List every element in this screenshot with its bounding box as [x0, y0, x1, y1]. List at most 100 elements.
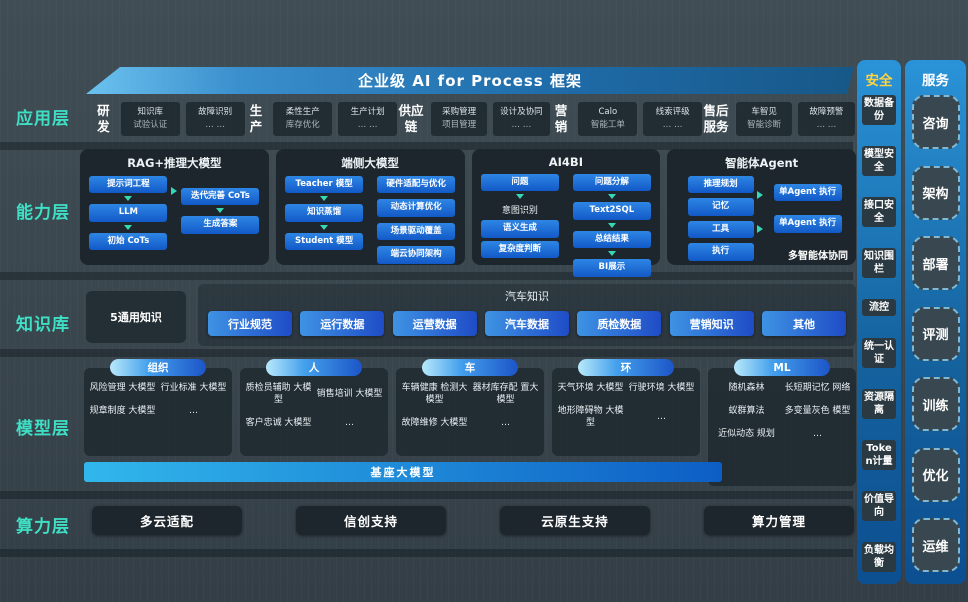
flow-node: 初始 CoTs — [89, 232, 168, 251]
app-box: 生产计划 … … — [338, 102, 398, 136]
knowledge-pill: 其他 — [761, 311, 846, 336]
knowledge-pill: 汽车数据 — [484, 311, 569, 336]
app-group-label: 售后服务 — [703, 103, 729, 134]
app-box-line: 项目管理 — [442, 120, 477, 130]
knowledge-pill: 运行数据 — [300, 311, 385, 336]
app-box-line: 试验认证 — [133, 120, 168, 130]
layer-label-capability: 能力层 — [16, 203, 70, 223]
flow-node: 端云协同架构 — [377, 246, 456, 264]
flow-node: Teacher 模型 — [285, 176, 364, 194]
model-group-environment: 环 天气环境 大模型 行驶环境 大模型 地形障碍物 大模型 … — [552, 359, 700, 456]
model-item: 客户忠诚 大模型 — [245, 418, 312, 429]
layer-divider — [0, 349, 853, 357]
layer-label-compute: 算力层 — [16, 517, 70, 537]
knowledge-pill: 运营数据 — [392, 311, 477, 336]
model-group-pill: 环 — [578, 359, 674, 376]
app-box-line: 智能工单 — [590, 120, 625, 130]
service-items: 咨询 架构 部署 评测 训练 优化 运维 — [905, 95, 966, 572]
model-item: 长短期记忆 网络 — [784, 383, 851, 393]
model-item: … — [657, 412, 666, 423]
model-item: 行驶环境 大模型 — [628, 383, 695, 393]
model-item: 近似动态 规划 — [718, 429, 775, 440]
flow-node: LLM — [89, 204, 168, 222]
model-item: 蚁群算法 — [728, 406, 765, 417]
flow-node: 动态计算优化 — [377, 199, 456, 217]
flow-column-right: 迭代完善 CoTs 生成答案 — [180, 188, 260, 250]
flow-text: 意图识别 — [501, 206, 538, 217]
multi-agent-caption: 多智能体协同 — [788, 251, 848, 262]
arrow-down-icon — [320, 224, 329, 230]
app-box-line: 库存优化 — [285, 120, 320, 130]
layer-label-model: 模型层 — [16, 419, 70, 439]
compute-item: 多云适配 — [92, 506, 242, 535]
flow-column-left: 提示词工程 LLM 初始 CoTs — [88, 176, 168, 251]
panel-title: 端侧大模型 — [341, 156, 399, 170]
security-item: Token计量 — [862, 439, 896, 470]
panel-edge-model: 端侧大模型 Teacher 模型 知识蒸馏 Student 模型 硬件适配与优化… — [275, 149, 465, 265]
app-box: Calo 智能工单 — [578, 102, 638, 136]
app-group-marketing: 营销 Calo 智能工单 线索评级 … … — [550, 102, 703, 136]
app-group-label: 供应链 — [398, 103, 424, 134]
service-rail: 服务 咨询 架构 部署 评测 训练 优化 运维 — [905, 60, 966, 584]
model-group-pill: 组织 — [110, 359, 206, 376]
panel-ai4bi: AI4BI 问题 意图识别 语义生成 复杂度判断 问题分解 Text2SQL 总… — [471, 149, 661, 277]
layer-divider — [0, 549, 853, 557]
service-item: 优化 — [911, 447, 960, 502]
flow-columns: 推理规划 记忆 工具 执行 单Agent 执行 单Agent 执行 — [675, 176, 848, 261]
service-item: 训练 — [911, 377, 960, 431]
model-item: … — [501, 418, 510, 429]
app-box-line: Calo — [598, 106, 618, 117]
panel-title: 智能体Agent — [725, 156, 799, 170]
model-group-person: 人 质检员辅助 大模型 销售培训 大模型 客户忠诚 大模型 … — [240, 359, 388, 456]
knowledge-pill: 质检数据 — [577, 311, 662, 336]
security-item: 资源隔离 — [862, 388, 896, 419]
security-item: 流控 — [862, 299, 896, 317]
app-group-rnd: 研发 知识库 试验认证 故障识别 … … — [92, 102, 245, 136]
model-group-vehicle: 车 车辆健康 检测大模型 器材库存配 置大模型 故障维修 大模型 … — [396, 359, 544, 456]
layer-divider — [0, 272, 853, 280]
model-group-organization: 组织 风险管理 大模型 行业标准 大模型 规章制度 大模型 … — [84, 359, 232, 456]
flow-node: 生成答案 — [181, 216, 260, 234]
model-item: 天气环境 大模型 — [557, 383, 624, 393]
service-item: 部署 — [911, 236, 960, 290]
model-item: 质检员辅助 大模型 — [245, 383, 312, 406]
knowledge-pill: 行业规范 — [208, 311, 292, 336]
app-box-line: … … — [662, 120, 683, 130]
knowledge-pill: 营销知识 — [669, 311, 754, 336]
app-box-line: 车智见 — [751, 106, 777, 117]
model-group-box: 质检员辅助 大模型 销售培训 大模型 客户忠诚 大模型 … — [240, 368, 388, 456]
service-item: 评测 — [911, 306, 960, 361]
arrow-down-icon — [515, 194, 524, 200]
flow-node: 总结结果 — [572, 230, 651, 249]
arrow-down-icon — [607, 222, 616, 228]
app-box-line: … … — [511, 120, 532, 130]
model-item: 多变量灰色 模型 — [784, 406, 851, 417]
application-layer-row: 研发 知识库 试验认证 故障识别 … … 生产 柔性生产 库存优化 生产计划 …… — [92, 95, 855, 143]
app-box: 故障识别 … … — [185, 102, 245, 136]
model-group-box: 天气环境 大模型 行驶环境 大模型 地形障碍物 大模型 … — [552, 368, 700, 456]
model-group-pill: 车 — [422, 359, 518, 376]
app-box: 设计及协同 … … — [493, 102, 550, 136]
flow-node: 硬件适配与优化 — [377, 176, 456, 194]
general-knowledge-box: 5通用知识 — [86, 291, 186, 343]
flow-node: 知识蒸馏 — [285, 204, 364, 222]
model-item: 车辆健康 检测大模型 — [401, 383, 468, 406]
app-box: 柔性生产 库存优化 — [273, 102, 333, 136]
model-item: 随机森林 — [728, 383, 765, 393]
app-box-line: … … — [816, 120, 837, 130]
app-box-line: … … — [357, 120, 378, 130]
layer-divider — [0, 142, 853, 150]
auto-knowledge-title: 汽车知识 — [505, 290, 549, 303]
app-box: 知识库 试验认证 — [120, 102, 180, 136]
arrow-down-icon — [216, 208, 225, 214]
flow-node: 问题分解 — [572, 174, 651, 192]
flow-column-right: 硬件适配与优化 动态计算优化 场景驱动覆盖 端云协同架构 — [376, 176, 456, 264]
knowledge-pill-row: 行业规范 运行数据 运营数据 汽车数据 质检数据 营销知识 其他 — [198, 304, 856, 336]
flow-node: Student 模型 — [285, 232, 364, 251]
auto-knowledge-panel: 汽车知识 行业规范 运行数据 运营数据 汽车数据 质检数据 营销知识 其他 — [198, 284, 856, 346]
flow-column-left: Teacher 模型 知识蒸馏 Student 模型 — [284, 176, 364, 264]
model-item: 地形障碍物 大模型 — [557, 406, 624, 429]
model-group-pill: 人 — [266, 359, 362, 376]
security-item: 负载均衡 — [862, 541, 896, 572]
